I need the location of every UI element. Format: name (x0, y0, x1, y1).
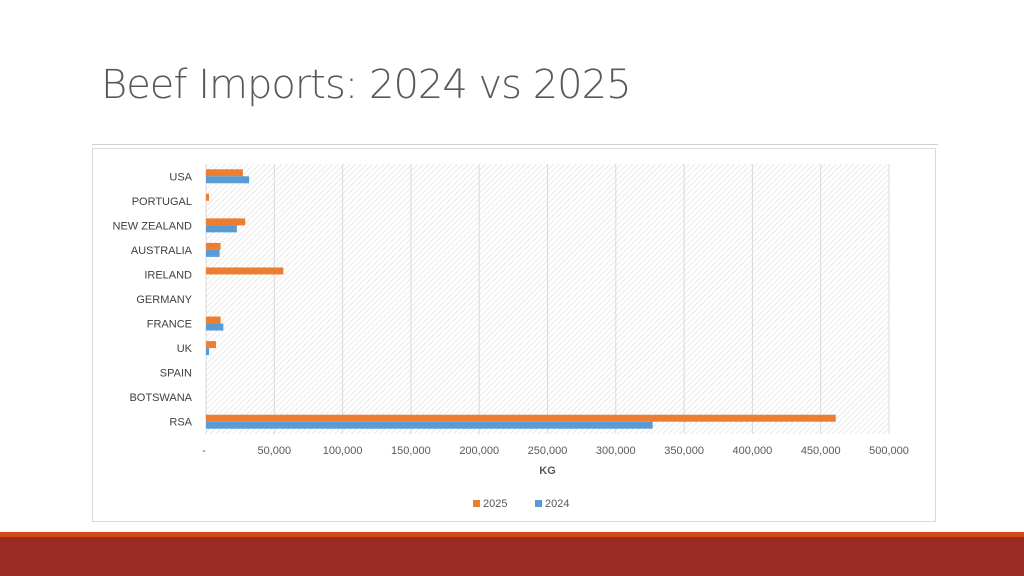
title-divider (92, 144, 938, 145)
y-category-label: NEW ZEALAND (113, 220, 193, 232)
y-category-label: RSA (169, 417, 192, 429)
bar-2024-rsa (206, 421, 653, 429)
bar-2024-uk (206, 348, 210, 356)
y-category-label: UK (177, 343, 193, 355)
y-category-label: AUSTRALIA (131, 245, 193, 257)
bar-2025-new-zealand (206, 218, 246, 226)
bar-2025-france (206, 316, 221, 324)
legend-swatch-2024 (535, 500, 542, 507)
y-category-label: PORTUGAL (132, 196, 192, 208)
y-category-label: BOTSWANA (129, 392, 192, 404)
bar-2025-australia (206, 242, 221, 250)
x-tick-label: 100,000 (323, 445, 363, 457)
x-tick-label: 50,000 (257, 445, 291, 457)
y-category-label: SPAIN (160, 368, 192, 380)
x-tick-label: 500,000 (869, 445, 909, 457)
y-category-label: USA (169, 171, 192, 183)
footer-accent-stripe (0, 532, 1024, 537)
bar-2025-rsa (206, 414, 836, 422)
bar-2024-new-zealand (206, 225, 237, 233)
bar-2025-uk (206, 341, 216, 349)
bar-2025-portugal (206, 193, 210, 201)
y-category-label: IRELAND (144, 269, 192, 281)
legend-swatch-2025 (473, 500, 480, 507)
x-tick-label: 450,000 (801, 445, 841, 457)
x-tick-label: - (202, 445, 206, 457)
y-category-label: GERMANY (136, 294, 192, 306)
bar-chart: - 50,000 100,000 150,000 200,000 250,000 300,0… (113, 164, 909, 510)
x-tick-label: 200,000 (459, 445, 499, 457)
x-tick-label: 400,000 (733, 445, 773, 457)
bar-2024-usa (206, 176, 250, 184)
y-category-label: FRANCE (147, 319, 192, 331)
x-tick-label: 250,000 (528, 445, 568, 457)
legend-label-2024: 2024 (545, 498, 569, 510)
bar-2024-australia (206, 249, 220, 257)
x-tick-label: 300,000 (596, 445, 636, 457)
x-axis-title: KG (539, 465, 556, 477)
x-tick-label: 350,000 (664, 445, 704, 457)
bar-2025-usa (206, 169, 243, 177)
bar-2025-ireland (206, 267, 284, 275)
slide-title: Beef Imports: 2024 vs 2025 (101, 62, 632, 108)
x-tick-label: 150,000 (391, 445, 431, 457)
chart-container: - 50,000 100,000 150,000 200,000 250,000 300,0… (92, 148, 936, 522)
bar-2024-france (206, 323, 224, 331)
footer-band (0, 537, 1024, 576)
legend-label-2025: 2025 (483, 498, 507, 510)
